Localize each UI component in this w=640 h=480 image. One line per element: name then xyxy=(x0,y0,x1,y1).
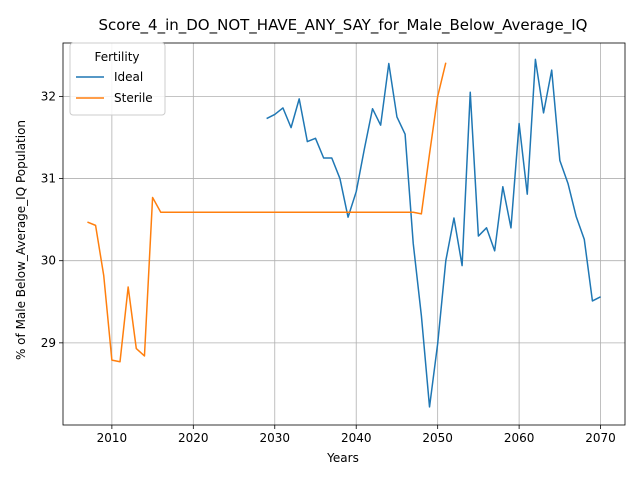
series-line-ideal xyxy=(266,58,601,408)
chart-title: Score_4_in_DO_NOT_HAVE_ANY_SAY_for_Male_… xyxy=(99,16,588,35)
x-axis-ticks: 2010 2020 2030 2040 2050 2060 2070 xyxy=(97,425,616,445)
x-tick-label: 2040 xyxy=(341,431,372,445)
x-tick-label: 2050 xyxy=(422,431,453,445)
y-tick-label: 29 xyxy=(41,336,56,350)
x-tick-label: 2060 xyxy=(504,431,535,445)
x-tick-label: 2070 xyxy=(585,431,616,445)
series-line-sterile xyxy=(87,62,447,363)
y-tick-label: 31 xyxy=(41,172,56,186)
grid-lines xyxy=(63,43,625,425)
plot-frame xyxy=(62,42,626,426)
x-axis-label: Years xyxy=(326,451,359,465)
x-tick-label: 2010 xyxy=(97,431,128,445)
y-tick-label: 30 xyxy=(41,254,56,268)
series-lines xyxy=(87,58,601,408)
x-tick-label: 2020 xyxy=(178,431,209,445)
legend: Fertility Ideal Sterile xyxy=(69,42,166,116)
legend-box xyxy=(69,42,166,116)
y-tick-label: 32 xyxy=(41,89,56,103)
y-axis-label: % of Male Below_Average_IQ Population xyxy=(14,120,28,360)
legend-label-ideal: Ideal xyxy=(114,70,143,84)
legend-label-sterile: Sterile xyxy=(114,91,153,105)
x-tick-label: 2030 xyxy=(259,431,290,445)
y-axis-ticks: 29 30 31 32 xyxy=(41,89,63,350)
legend-title: Fertility xyxy=(94,50,139,64)
